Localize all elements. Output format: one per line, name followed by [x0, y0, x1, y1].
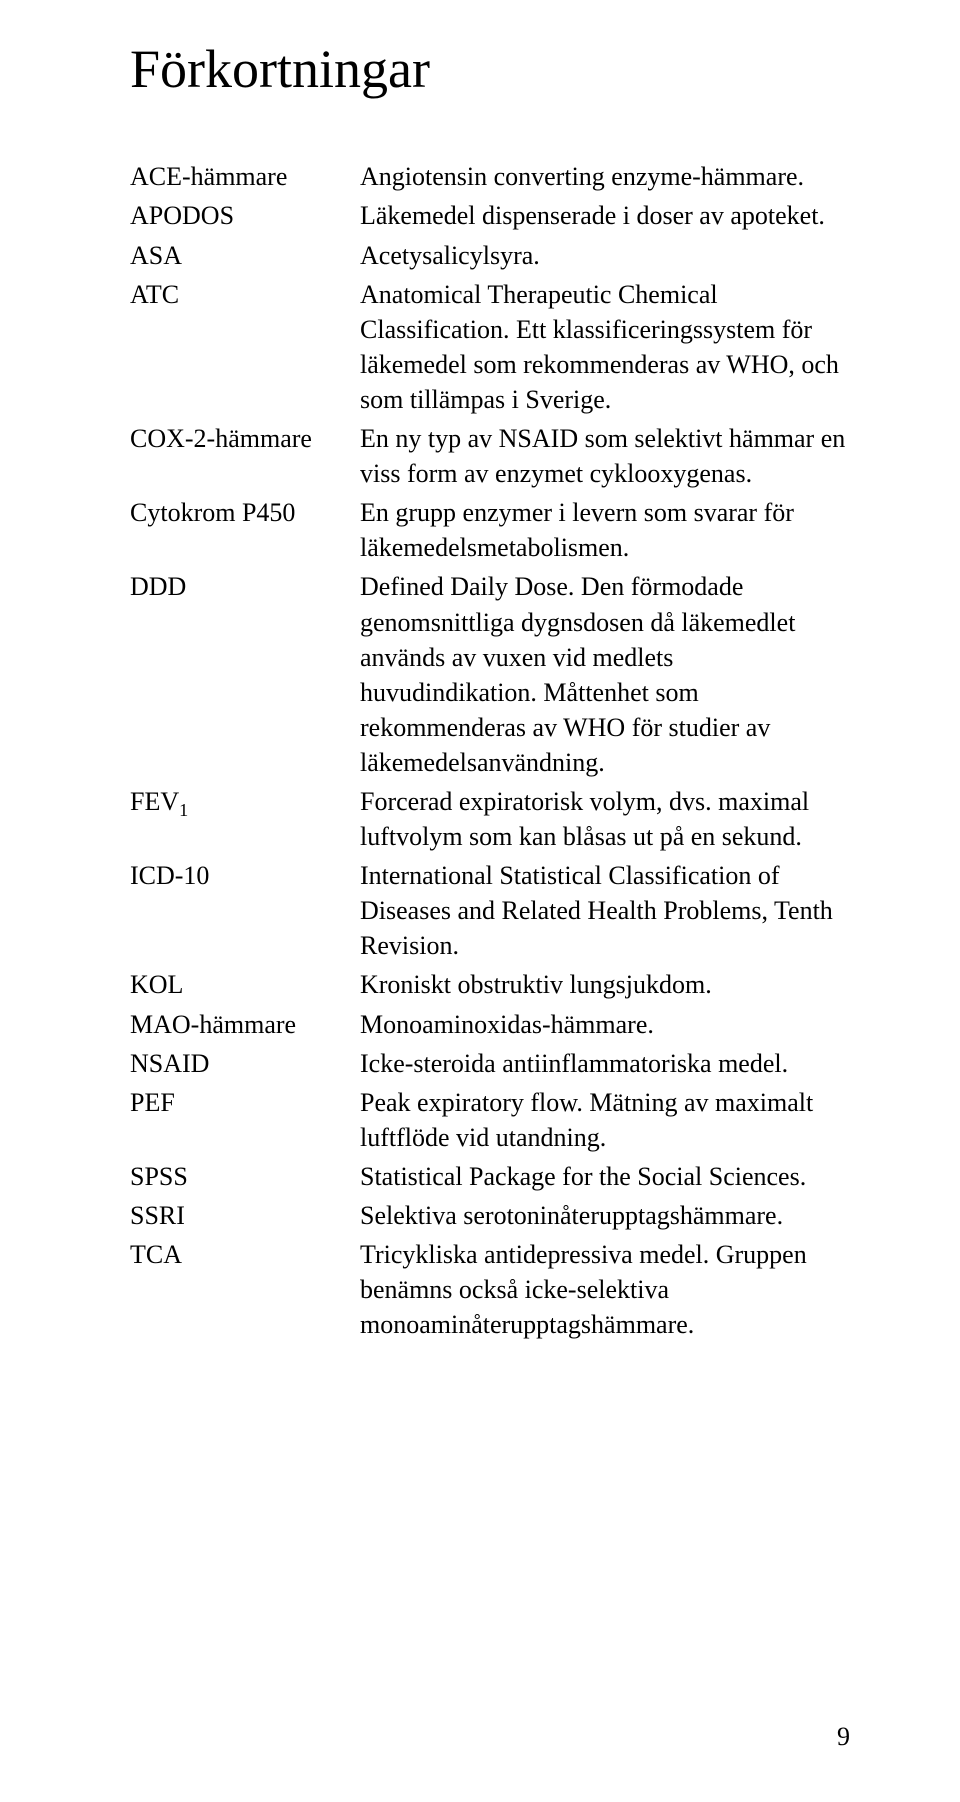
definition-entry: COX-2-hämmareEn ny typ av NSAID som sele… [130, 421, 850, 491]
definition: Icke-steroida antiinflammatoriska medel. [360, 1046, 850, 1081]
definition: Anatomical Therapeutic Chemical Classifi… [360, 277, 850, 417]
definition-entry: FEV1Forcerad expiratorisk volym, dvs. ma… [130, 784, 850, 854]
definition-entry: KOLKroniskt obstruktiv lungsjukdom. [130, 967, 850, 1002]
definition: Peak expiratory flow. Mätning av maximal… [360, 1085, 850, 1155]
definition-entry: DDDDefined Daily Dose. Den förmodade gen… [130, 569, 850, 780]
definition-entry: SPSSStatistical Package for the Social S… [130, 1159, 850, 1194]
page-heading: Förkortningar [130, 40, 850, 99]
definition-entry: Cytokrom P450En grupp enzymer i levern s… [130, 495, 850, 565]
term: MAO-hämmare [130, 1007, 360, 1042]
definition-entry: ASAAcetysalicylsyra. [130, 238, 850, 273]
term: SSRI [130, 1198, 360, 1233]
term: KOL [130, 967, 360, 1002]
definition: Statistical Package for the Social Scien… [360, 1159, 850, 1194]
definitions-list: ACE-hämmareAngiotensin converting enzyme… [130, 159, 850, 1342]
definition-entry: PEFPeak expiratory flow. Mätning av maxi… [130, 1085, 850, 1155]
definition-entry: ATCAnatomical Therapeutic Chemical Class… [130, 277, 850, 417]
definition-entry: APODOSLäkemedel dispenserade i doser av … [130, 198, 850, 233]
term: ICD-10 [130, 858, 360, 963]
definition: Acetysalicylsyra. [360, 238, 850, 273]
term: SPSS [130, 1159, 360, 1194]
term: APODOS [130, 198, 360, 233]
definition-entry: NSAIDIcke-steroida antiinflammatoriska m… [130, 1046, 850, 1081]
definition: En grupp enzymer i levern som svarar för… [360, 495, 850, 565]
definition-entry: SSRISelektiva serotoninåterupptagshämmar… [130, 1198, 850, 1233]
definition: En ny typ av NSAID som selektivt hämmar … [360, 421, 850, 491]
term: DDD [130, 569, 360, 780]
definition: Forcerad expiratorisk volym, dvs. maxima… [360, 784, 850, 854]
definition-entry: TCATricykliska antidepressiva medel. Gru… [130, 1237, 850, 1342]
definition: Tricykliska antidepressiva medel. Gruppe… [360, 1237, 850, 1342]
definition: Selektiva serotoninåterupptagshämmare. [360, 1198, 850, 1233]
term: Cytokrom P450 [130, 495, 360, 565]
definition-entry: ACE-hämmareAngiotensin converting enzyme… [130, 159, 850, 194]
document-page: Förkortningar ACE-hämmareAngiotensin con… [0, 0, 960, 1802]
definition: Läkemedel dispenserade i doser av apotek… [360, 198, 850, 233]
definition: International Statistical Classification… [360, 858, 850, 963]
term: PEF [130, 1085, 360, 1155]
definition: Angiotensin converting enzyme-hämmare. [360, 159, 850, 194]
page-number: 9 [837, 1722, 850, 1752]
term: COX-2-hämmare [130, 421, 360, 491]
definition: Monoaminoxidas-hämmare. [360, 1007, 850, 1042]
term: TCA [130, 1237, 360, 1342]
term: NSAID [130, 1046, 360, 1081]
term-subscript: 1 [179, 800, 188, 820]
definition: Defined Daily Dose. Den förmodade genoms… [360, 569, 850, 780]
definition-entry: ICD-10International Statistical Classifi… [130, 858, 850, 963]
term: FEV1 [130, 784, 360, 854]
definition-entry: MAO-hämmareMonoaminoxidas-hämmare. [130, 1007, 850, 1042]
term: ACE-hämmare [130, 159, 360, 194]
term: ATC [130, 277, 360, 417]
definition: Kroniskt obstruktiv lungsjukdom. [360, 967, 850, 1002]
term: ASA [130, 238, 360, 273]
